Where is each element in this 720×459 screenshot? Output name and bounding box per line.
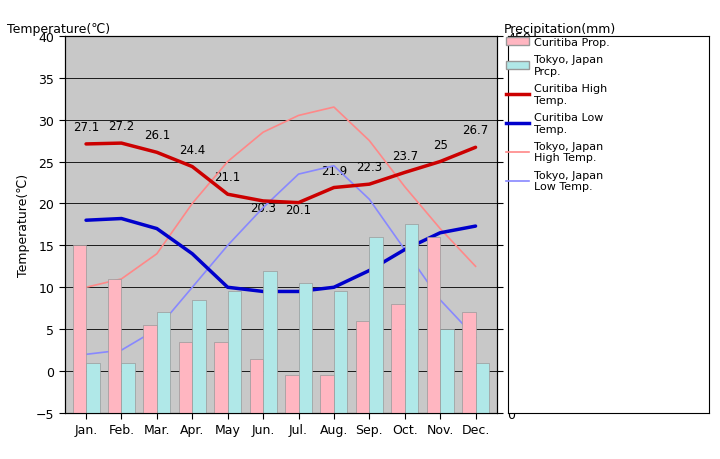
Legend: Curitiba Prop., Tokyo, Japan
Prcp., Curitiba High
Temp., Curitiba Low
Temp., Tok: Curitiba Prop., Tokyo, Japan Prcp., Curi…: [503, 35, 613, 195]
Text: 26.7: 26.7: [462, 124, 489, 137]
Text: 27.1: 27.1: [73, 121, 99, 134]
Bar: [215, 342, 228, 413]
Bar: [108, 279, 122, 413]
Bar: [157, 313, 171, 413]
Text: 24.4: 24.4: [179, 143, 205, 157]
Bar: [263, 271, 276, 413]
Text: 20.3: 20.3: [250, 202, 276, 215]
Bar: [73, 246, 86, 413]
Text: 21.9: 21.9: [321, 164, 347, 177]
Bar: [427, 237, 440, 413]
Text: Precipitation(mm): Precipitation(mm): [504, 23, 616, 36]
Text: Temperature(℃): Temperature(℃): [7, 23, 110, 36]
Bar: [250, 359, 263, 413]
Text: 26.1: 26.1: [144, 129, 170, 142]
Bar: [86, 363, 99, 413]
Bar: [179, 342, 192, 413]
Text: 27.2: 27.2: [108, 120, 135, 133]
Bar: [440, 330, 454, 413]
Text: 21.1: 21.1: [215, 171, 240, 184]
Bar: [462, 313, 475, 413]
Text: 22.3: 22.3: [356, 161, 382, 174]
Text: 23.7: 23.7: [392, 149, 418, 162]
Bar: [334, 292, 347, 413]
Bar: [391, 304, 405, 413]
Text: 25: 25: [433, 138, 448, 151]
Bar: [475, 363, 489, 413]
Text: 20.1: 20.1: [285, 204, 312, 217]
Bar: [369, 237, 383, 413]
Bar: [320, 375, 334, 413]
Bar: [192, 300, 206, 413]
Y-axis label: Temperature(℃): Temperature(℃): [17, 174, 30, 276]
Bar: [228, 292, 241, 413]
Bar: [122, 363, 135, 413]
Bar: [299, 284, 312, 413]
Bar: [143, 325, 157, 413]
Bar: [405, 225, 418, 413]
Bar: [356, 321, 369, 413]
Bar: [285, 375, 299, 413]
